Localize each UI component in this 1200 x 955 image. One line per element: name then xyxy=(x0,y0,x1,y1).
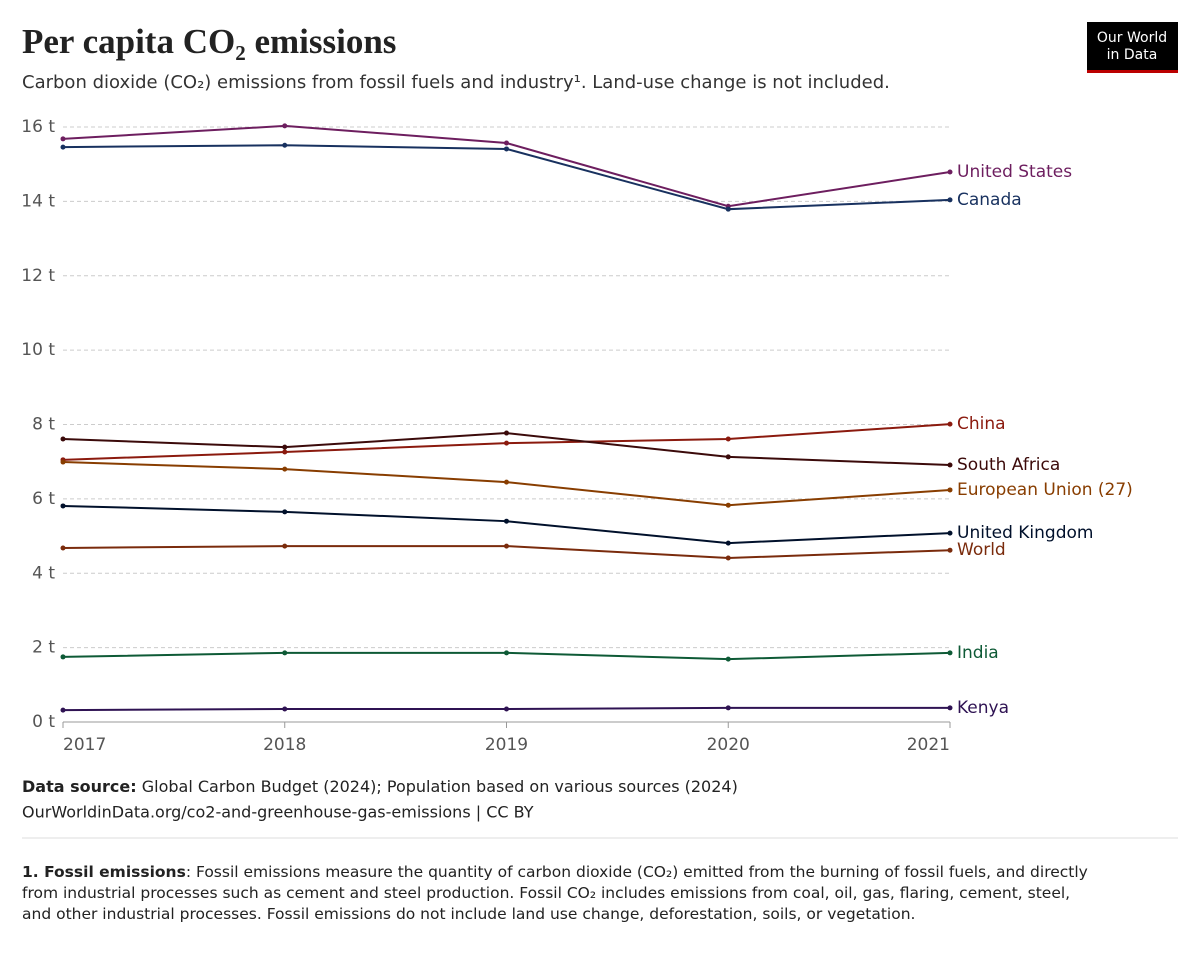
point xyxy=(725,206,731,212)
y-tick-label: 14 t xyxy=(21,191,55,211)
point xyxy=(725,502,731,508)
point xyxy=(947,462,953,468)
point xyxy=(947,169,953,175)
point xyxy=(504,146,509,152)
y-tick-label: 16 t xyxy=(21,117,55,137)
chart: Per capita CO₂ emissions Carbon dioxide … xyxy=(21,22,1178,839)
series-line xyxy=(62,432,951,467)
point xyxy=(947,197,953,203)
y-tick-label: 10 t xyxy=(21,340,55,360)
point xyxy=(504,650,509,656)
point xyxy=(282,509,288,515)
point xyxy=(60,545,66,551)
point xyxy=(504,430,509,436)
point xyxy=(504,706,509,712)
footnote-text: : Fossil emissions measure the quantity … xyxy=(22,863,1088,923)
y-tick-label: 2 t xyxy=(32,638,55,658)
point xyxy=(725,436,731,442)
source-url: OurWorldinData.org/co2-and-greenhouse-ga… xyxy=(22,803,534,822)
point xyxy=(947,487,953,493)
point xyxy=(947,705,953,711)
point xyxy=(504,518,509,524)
point xyxy=(282,444,288,450)
point xyxy=(504,479,509,485)
logo-bar xyxy=(1087,70,1178,73)
point xyxy=(60,654,66,660)
series-line xyxy=(62,124,951,208)
series-label: Kenya xyxy=(957,698,1009,718)
chart-subtitle: Carbon dioxide (CO₂) emissions from foss… xyxy=(22,72,890,93)
point xyxy=(60,707,66,713)
point xyxy=(725,656,731,662)
logo-text: in Data xyxy=(1107,47,1158,63)
y-tick-label: 12 t xyxy=(21,266,55,286)
x-tick-label: 2018 xyxy=(263,735,306,755)
point xyxy=(504,543,509,549)
series-label: European Union (27) xyxy=(957,480,1133,500)
series-label: United Kingdom xyxy=(957,523,1093,543)
point xyxy=(725,540,731,546)
point xyxy=(504,140,509,146)
y-tick-label: 4 t xyxy=(32,563,55,583)
series-label: South Africa xyxy=(957,455,1060,475)
logo-text: Our World xyxy=(1097,30,1167,46)
point xyxy=(282,466,288,472)
series-label: World xyxy=(957,540,1006,560)
x-tick-label: 2020 xyxy=(707,735,750,755)
point xyxy=(282,142,288,148)
point xyxy=(282,449,288,455)
series-label: China xyxy=(957,414,1006,434)
point xyxy=(282,650,288,656)
point xyxy=(60,436,66,442)
point xyxy=(282,123,288,129)
point xyxy=(947,421,953,427)
point xyxy=(725,555,731,561)
point xyxy=(947,530,953,536)
point xyxy=(282,543,288,549)
point xyxy=(947,547,953,553)
y-tick-label: 0 t xyxy=(32,712,55,732)
footnote-label: 1. Fossil emissions xyxy=(22,863,186,881)
footnote: 1. Fossil emissions: Fossil emissions me… xyxy=(22,862,1102,925)
series-line xyxy=(62,144,951,211)
series-label: United States xyxy=(957,162,1072,182)
source: Data source: Global Carbon Budget (2024)… xyxy=(22,777,738,796)
x-tick-label: 2019 xyxy=(485,735,528,755)
point xyxy=(60,144,66,150)
logo-box xyxy=(1087,22,1178,73)
point xyxy=(282,706,288,712)
point xyxy=(60,136,66,142)
series-label: India xyxy=(957,643,999,663)
point xyxy=(60,503,66,509)
y-tick-label: 8 t xyxy=(32,415,55,435)
series-label: Canada xyxy=(957,190,1022,210)
chart-title: Per capita CO₂ emissions xyxy=(22,22,396,61)
x-tick-label: 2021 xyxy=(907,735,950,755)
point xyxy=(60,459,66,465)
x-tick-label: 2017 xyxy=(63,735,106,755)
point xyxy=(947,650,953,656)
source-text: Global Carbon Budget (2024); Population … xyxy=(142,777,738,796)
source-label: Data source: xyxy=(22,777,137,796)
y-tick-label: 6 t xyxy=(32,489,55,509)
point xyxy=(725,705,731,711)
point xyxy=(725,454,731,460)
point xyxy=(504,440,509,446)
series-line xyxy=(62,504,951,545)
